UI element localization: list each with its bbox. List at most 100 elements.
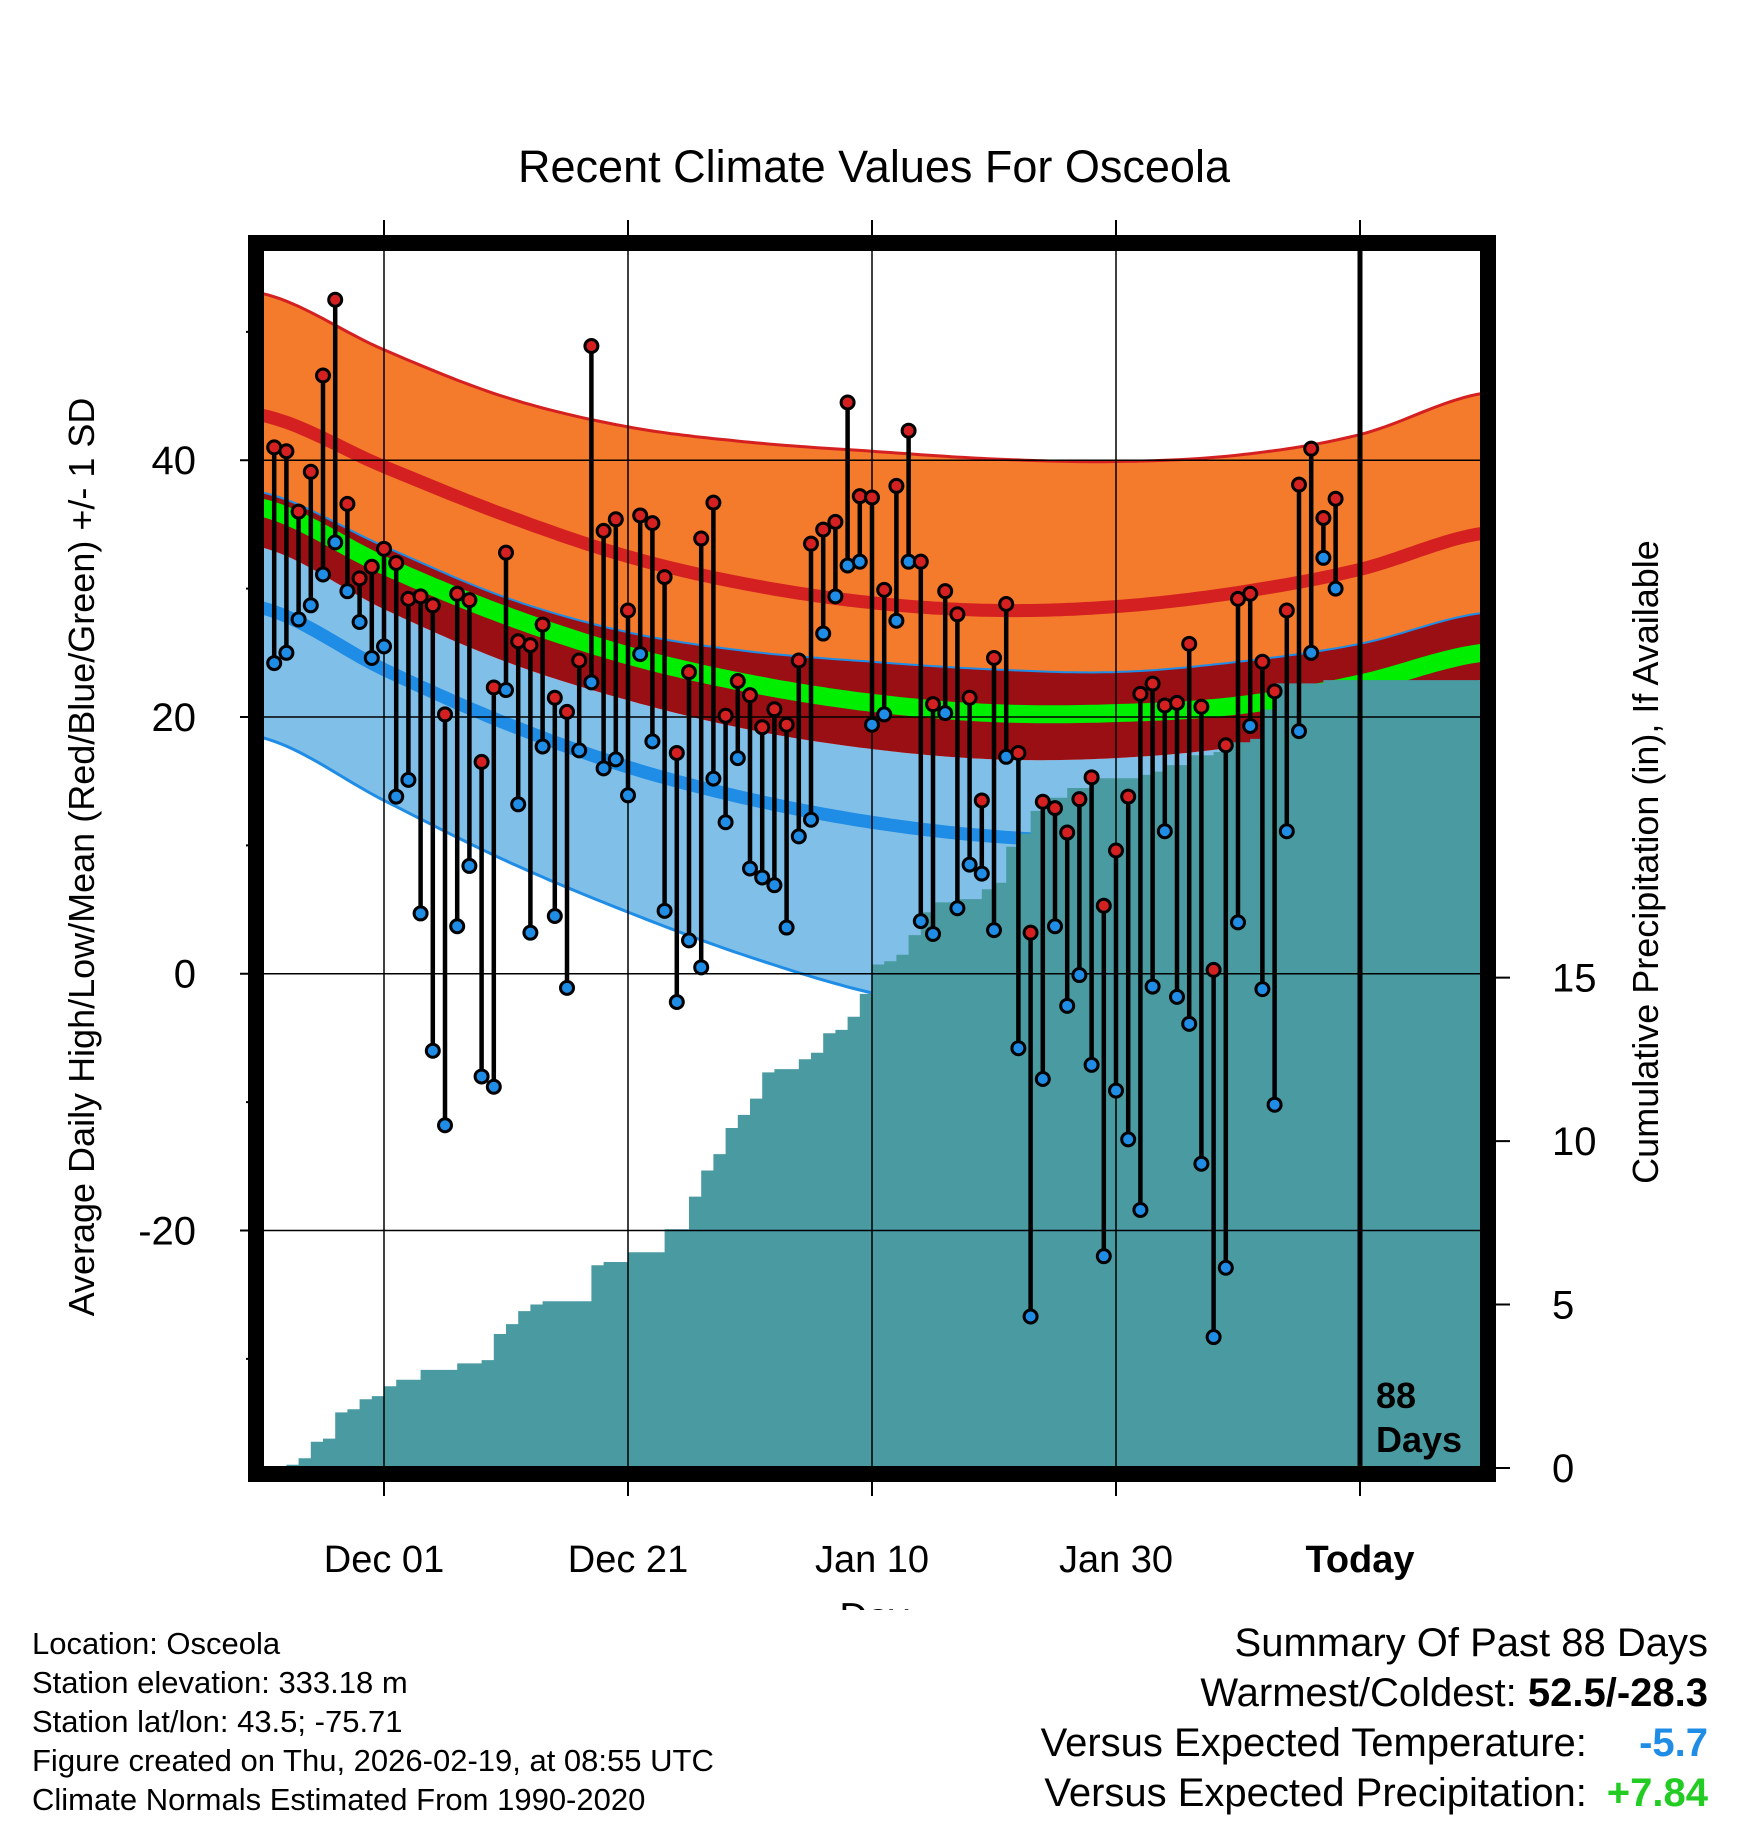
daily-low-point	[1181, 1015, 1198, 1032]
daily-high-point	[412, 588, 429, 605]
x-tick-label: Dec 21	[568, 1539, 688, 1581]
daily-low-point	[339, 583, 356, 600]
daily-low-point	[656, 902, 673, 919]
daily-low-point	[1071, 967, 1088, 984]
daily-low-point	[815, 625, 832, 642]
summary-warmest-coldest: Warmest/Coldest: 52.5/-28.3	[1041, 1668, 1708, 1718]
daily-low-point	[1083, 1056, 1100, 1073]
daily-low-point	[1303, 644, 1320, 661]
y2-tick-label: 15	[1552, 957, 1597, 1001]
daily-low-point	[937, 705, 954, 722]
info-created: Figure created on Thu, 2026-02-19, at 08…	[32, 1743, 714, 1778]
y-tick-label: 20	[152, 696, 197, 740]
daily-low-point	[1156, 823, 1173, 840]
daily-high-point	[437, 706, 453, 723]
daily-low-point	[302, 597, 319, 614]
daily-high-point	[888, 477, 905, 494]
daily-high-point	[424, 597, 441, 614]
temp-departure-label: Versus Expected Temperature:	[1040, 1721, 1587, 1765]
daily-low-point	[925, 925, 941, 942]
daily-low-point	[534, 738, 551, 755]
daily-high-point	[827, 513, 844, 530]
daily-high-point	[1059, 824, 1076, 841]
daily-low-point	[620, 787, 636, 804]
daily-high-point	[1205, 961, 1222, 978]
daily-high-point	[1169, 694, 1185, 711]
daily-high-point	[912, 553, 929, 570]
daily-low-point	[986, 922, 1002, 939]
daily-low-point	[705, 770, 722, 787]
daily-high-point	[693, 530, 710, 547]
summary-temperature: Versus Expected Temperature: -5.7	[1041, 1718, 1708, 1768]
chart-title: Recent Climate Values For Osceola	[518, 141, 1231, 192]
daily-high-point	[815, 521, 832, 538]
precip-departure-value: +7.84	[1606, 1771, 1708, 1815]
daily-high-point	[571, 652, 588, 669]
daily-high-point	[729, 673, 746, 690]
daily-low-point	[266, 655, 283, 672]
daily-high-point	[839, 394, 856, 411]
daily-low-point	[1034, 1071, 1051, 1088]
y-tick-label: 0	[174, 953, 196, 997]
daily-low-point	[290, 611, 307, 628]
daily-high-point	[583, 337, 600, 354]
daily-low-point	[949, 900, 966, 917]
daily-high-point	[1278, 602, 1295, 619]
daily-low-point	[1132, 1201, 1149, 1218]
daily-low-point	[973, 865, 990, 882]
y-tick-label: 40	[152, 439, 197, 483]
daily-low-point	[412, 905, 429, 922]
daily-high-point	[290, 503, 307, 520]
daily-low-point	[1217, 1259, 1234, 1276]
daily-low-point	[461, 857, 478, 874]
daily-high-point	[278, 443, 295, 460]
daily-low-point	[1108, 1082, 1124, 1099]
daily-high-point	[925, 696, 941, 713]
daily-high-point	[461, 592, 478, 609]
daily-high-point	[656, 569, 673, 586]
daily-low-point	[681, 932, 697, 949]
temp-departure-value: -5.7	[1639, 1721, 1708, 1765]
daily-high-point	[1010, 744, 1027, 761]
daily-low-point	[315, 566, 331, 583]
daily-high-point	[449, 585, 466, 602]
daily-low-point	[437, 1117, 453, 1134]
daily-low-point	[778, 919, 795, 936]
daily-high-point	[644, 515, 661, 532]
x-tick-label: Jan 30	[1059, 1539, 1173, 1581]
daily-high-point	[327, 291, 344, 308]
daily-low-point	[1095, 1248, 1112, 1265]
daily-low-point	[1278, 823, 1295, 840]
daily-low-point	[363, 649, 380, 666]
daily-high-point	[1291, 476, 1307, 493]
daily-low-point	[607, 751, 624, 768]
daily-low-point	[351, 613, 368, 630]
daily-low-point	[498, 682, 514, 699]
warmest-coldest-label: Warmest/Coldest:	[1200, 1671, 1517, 1715]
y-tick-label: -20	[138, 1210, 196, 1254]
daily-high-point	[1083, 769, 1100, 786]
daily-low-point	[729, 750, 746, 767]
daily-low-point	[1327, 580, 1344, 597]
daily-high-point	[1022, 924, 1039, 941]
daily-high-point	[1144, 675, 1161, 692]
mean-normal-band	[262, 492, 1482, 761]
daily-high-point	[1193, 698, 1210, 715]
daily-high-point	[1108, 842, 1124, 859]
daily-high-point	[1047, 800, 1063, 817]
daily-high-point	[1266, 683, 1283, 700]
daily-high-point	[351, 570, 368, 587]
daily-low-point	[1120, 1131, 1137, 1148]
daily-high-point	[766, 701, 783, 718]
daily-low-point	[864, 716, 880, 733]
daily-low-point	[473, 1068, 490, 1085]
daily-low-point	[510, 796, 527, 813]
daily-high-point	[998, 596, 1015, 613]
daily-high-point	[1181, 635, 1198, 652]
warmest-coldest-value: 52.5/-28.3	[1527, 1671, 1708, 1715]
daily-high-point	[559, 703, 575, 720]
daily-low-point	[424, 1042, 441, 1059]
daily-high-point	[900, 422, 917, 439]
daily-low-point	[1047, 918, 1063, 935]
daily-high-point	[1034, 793, 1051, 810]
